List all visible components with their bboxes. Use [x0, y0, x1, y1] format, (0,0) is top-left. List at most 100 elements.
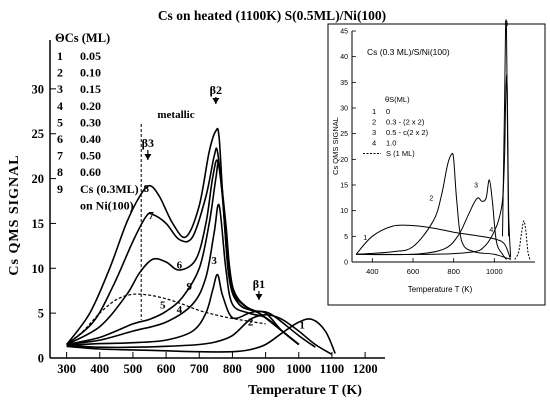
main-series-9-label: 9 [187, 281, 193, 293]
main-series-8-label: 8 [143, 183, 149, 195]
main-legend-label: on Ni(100) [80, 198, 134, 212]
inset-series-line [514, 220, 531, 260]
inset-series-label: 1 [363, 235, 367, 242]
inset-y-tick-label: 0 [344, 260, 348, 267]
main-series-5-label: 5 [160, 300, 166, 312]
main-chart-title: Cs on heated (1100K) S(0.5ML)/Ni(100) [158, 8, 386, 23]
main-series-5-line [66, 161, 300, 346]
inset-series-label: 4 [489, 227, 493, 234]
main-chart-annotations: metallic β3 β2 β1 [140, 83, 265, 320]
main-series-1-line [66, 318, 336, 354]
inset-y-tick-label: 20 [340, 157, 348, 164]
main-legend-number: 3 [57, 82, 63, 96]
main-x-tick-label: 700 [190, 362, 209, 376]
inset-y-tick-label: 10 [340, 208, 348, 215]
main-legend-label: 0.30 [80, 115, 101, 129]
annotation-beta1-arrowhead [255, 294, 263, 300]
annotation-beta3-arrowhead [144, 154, 152, 160]
main-series-7-line [66, 147, 300, 346]
inset-y-tick-label: 15 [340, 183, 348, 190]
main-legend-label: 0.50 [80, 149, 101, 163]
inset-chart-title: Cs (0.3 ML)/S/Ni(100) [367, 47, 450, 57]
main-legend-label: 0.60 [80, 165, 101, 179]
main-y-axis-label: Cs QMS SIGNAL [7, 154, 22, 275]
main-x-tick-label: 1200 [353, 362, 378, 376]
inset-y-tick-label: 25 [340, 131, 348, 138]
inset-x-tick-label: 400 [366, 267, 379, 276]
inset-legend-label: 0.5 - c(2 x 2) [386, 128, 429, 137]
annotation-beta3-label: β3 [142, 136, 154, 150]
inset-series-line [356, 179, 507, 260]
annotation-beta2-label: β2 [210, 83, 222, 97]
inset-series-line [355, 224, 512, 260]
inset-legend-number: 4 [372, 139, 376, 148]
main-series-1-label: 1 [299, 319, 305, 331]
main-x-tick-label: 600 [157, 362, 176, 376]
inset-x-axis-label: Temperature T (K) [408, 285, 473, 294]
main-series-7-label: 7 [148, 210, 154, 222]
main-legend-number: 7 [57, 149, 63, 163]
main-x-tick-label: 400 [90, 362, 109, 376]
main-chart-axes [49, 40, 385, 359]
inset-x-tick-label: 1000 [486, 267, 503, 276]
main-legend-label: 0.05 [80, 49, 101, 63]
inset-chart: Cs (0.3 ML)/S/Ni(100) Cs QMS SIGNAL Temp… [327, 19, 546, 306]
main-legend-number: 6 [57, 132, 63, 146]
main-chart-ticks: 300 400 500 600 700 800 900 1000 1100 12000510152… [32, 82, 378, 376]
main-x-axis-label: Temperature T (K) [248, 383, 362, 398]
main-legend-label: 0.15 [80, 82, 101, 96]
main-chart-legend: ΘCs (ML) 1 0.05 2 0.10 3 0.15 4 0.20 5 0.30 6 0.40 7 0… [55, 31, 139, 212]
inset-series-label: 3 [474, 183, 478, 190]
main-x-tick-label: 800 [223, 362, 242, 376]
main-chart-series: 1 2 3 45 6 7 8 9 [65, 127, 336, 356]
main-y-tick-label: 5 [38, 307, 44, 321]
main-x-tick-label: 900 [256, 362, 275, 376]
main-x-tick-label: 1000 [286, 362, 311, 376]
main-legend-number: 8 [57, 165, 63, 179]
main-legend-title: ΘCs (ML) [55, 31, 110, 45]
inset-series-label: 2 [429, 195, 433, 202]
main-x-tick-label: 300 [57, 362, 76, 376]
main-series-3-line [66, 273, 316, 348]
main-legend-number: 9 [57, 182, 63, 196]
annotation-beta1-label: β1 [253, 277, 265, 291]
inset-y-axis-label: Cs QMS SIGNAL [331, 117, 340, 175]
main-series-2-line [66, 313, 333, 356]
inset-series-line [502, 19, 510, 237]
main-y-tick-label: 25 [32, 127, 45, 141]
inset-y-tick-label: 45 [340, 29, 348, 36]
inset-series-label: 5 [505, 21, 509, 28]
main-legend-label: 0.20 [80, 99, 101, 113]
main-series-6-label: 6 [177, 259, 183, 271]
inset-legend-number: 3 [372, 128, 376, 137]
main-series-3-label: 3 [211, 255, 217, 267]
annotation-beta2-arrowhead [212, 98, 220, 104]
main-series-4-line [66, 203, 300, 346]
inset-y-tick-label: 40 [340, 54, 348, 61]
inset-legend-label: 0.3 - (2 x 2) [386, 118, 425, 127]
inset-legend-title: θS(ML) [385, 95, 410, 104]
main-y-tick-label: 0 [38, 352, 44, 366]
inset-y-tick-label: 30 [340, 106, 348, 113]
inset-y-tick-label: 35 [340, 80, 348, 87]
main-series-9-line [66, 293, 266, 345]
inset-x-tick-label: 800 [447, 267, 460, 276]
inset-legend-number: 1 [372, 107, 376, 116]
main-series-2-label: 2 [248, 317, 254, 329]
inset-y-tick-label: 5 [344, 234, 348, 241]
annotation-metallic: metallic [157, 109, 194, 121]
inset-legend-label: 0 [386, 107, 390, 116]
inset-legend-number: 2 [372, 118, 376, 127]
main-legend-number: 5 [57, 115, 63, 129]
inset-legend-label: 1.0 [386, 139, 396, 148]
main-x-tick-label: 1100 [320, 362, 344, 376]
inset-chart-legend: θS(ML) 1 0 2 0.3 - (2 x 2) 3 0.5 - c(2 x 2) 4 1.… [363, 95, 429, 158]
main-y-tick-label: 15 [32, 217, 45, 231]
main-legend-label: 0.10 [80, 66, 101, 80]
inset-frame [327, 23, 546, 306]
main-legend-label: Cs (0.3ML) [80, 182, 139, 196]
main-series-4-label: 4 [177, 304, 183, 316]
main-y-tick-label: 20 [32, 172, 45, 186]
main-legend-label: 0.40 [80, 132, 101, 146]
